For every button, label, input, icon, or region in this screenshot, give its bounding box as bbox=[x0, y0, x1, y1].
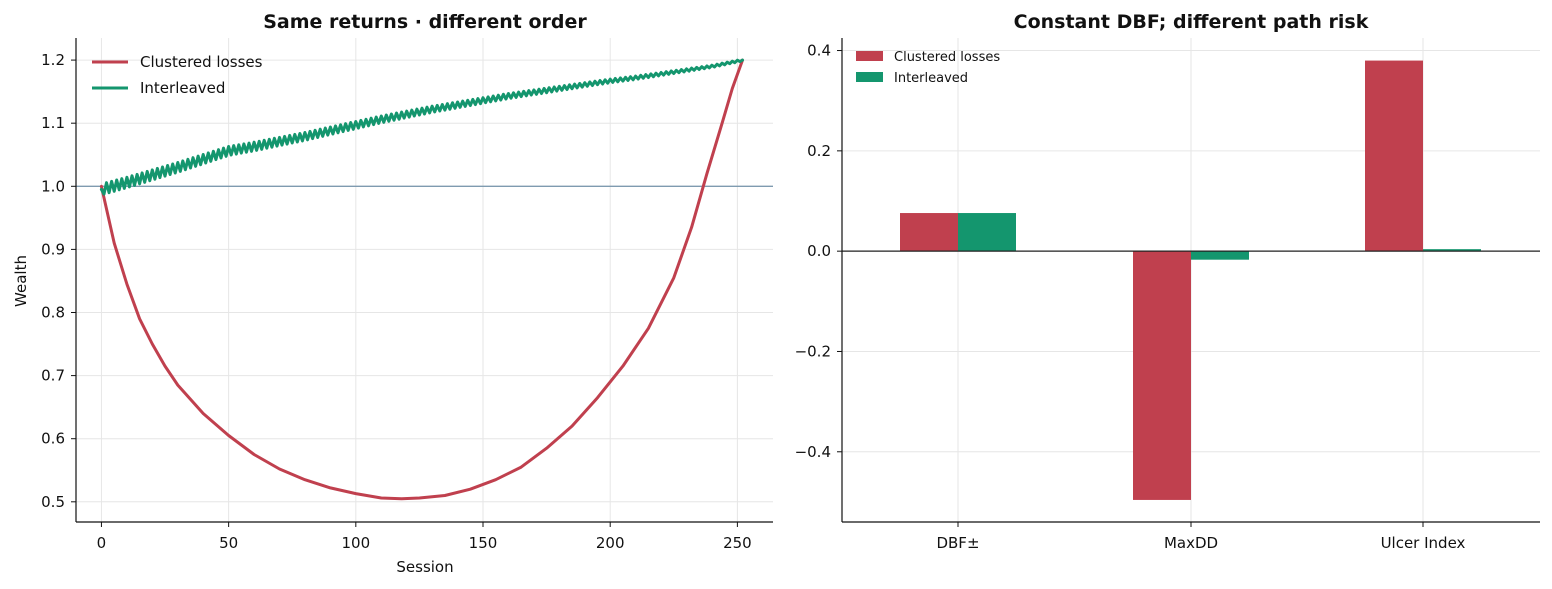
tick-labels: 0 50 100 150 200 250 0.5 0.6 0.7 0.8 0.9 1.0 1.1 1.2 bbox=[41, 51, 752, 552]
bar-interleaved bbox=[1191, 251, 1249, 260]
legend-label: Clustered losses bbox=[140, 53, 263, 71]
y-tick-label: 1.2 bbox=[41, 51, 65, 69]
y-tick-label: 0.0 bbox=[807, 242, 831, 260]
bars bbox=[900, 60, 1481, 500]
chart-title: Constant DBF; different path risk bbox=[1014, 11, 1369, 33]
y-tick-label: 1.1 bbox=[41, 114, 65, 132]
y-tick-label: 0.6 bbox=[41, 430, 65, 448]
line-chart-wealth: 0 50 100 150 200 2500.50.60.70.80.91.01.11.2 … bbox=[12, 11, 773, 576]
bar-clustered bbox=[900, 213, 958, 252]
x-tick-label: 150 bbox=[469, 534, 498, 552]
x-tick-label: 200 bbox=[596, 534, 625, 552]
x-tick-label: 250 bbox=[723, 534, 752, 552]
bar-clustered bbox=[1133, 251, 1191, 500]
y-tick-label: 1.0 bbox=[41, 177, 65, 195]
y-tick-label: 0.9 bbox=[41, 240, 65, 258]
category-label: Ulcer Index bbox=[1381, 534, 1466, 552]
category-label: DBF± bbox=[936, 534, 979, 552]
chart-title: Same returns · different order bbox=[263, 11, 587, 33]
legend-label: Interleaved bbox=[140, 79, 225, 97]
x-axis-label: Session bbox=[396, 558, 453, 576]
bar-interleaved bbox=[1423, 249, 1481, 252]
bar-interleaved bbox=[958, 213, 1016, 252]
y-tick-label: −0.2 bbox=[795, 342, 831, 360]
y-tick-label: −0.4 bbox=[795, 443, 831, 461]
legend-swatch bbox=[856, 72, 883, 82]
legend-label: Interleaved bbox=[894, 71, 968, 86]
x-tick-label: 0 bbox=[97, 534, 107, 552]
legend-swatch bbox=[856, 51, 883, 61]
y-tick-label: 0.7 bbox=[41, 367, 65, 385]
category-label: MaxDD bbox=[1164, 534, 1218, 552]
y-tick-label: 0.8 bbox=[41, 303, 65, 321]
legend-label: Clustered losses bbox=[894, 50, 1000, 65]
y-tick-label: 0.2 bbox=[807, 142, 831, 160]
legend: Clustered losses Interleaved bbox=[92, 53, 263, 97]
y-tick-label: 0.4 bbox=[807, 42, 831, 60]
tick-labels: −0.4 −0.2 0.0 0.2 0.4 DBF± MaxDD Ulcer Index bbox=[795, 42, 1466, 552]
legend: Clustered losses Interleaved bbox=[856, 50, 1000, 86]
axes bbox=[837, 38, 1540, 527]
y-tick-label: 0.5 bbox=[41, 493, 65, 511]
axes bbox=[71, 38, 773, 527]
series-line-interleaved bbox=[99, 58, 744, 196]
y-axis-label: Wealth bbox=[12, 255, 30, 307]
x-tick-label: 100 bbox=[341, 534, 370, 552]
series-lines bbox=[99, 58, 744, 501]
series-line-clustered-losses bbox=[99, 58, 744, 501]
bar-chart-path-risk: −0.4 −0.2 0.0 0.2 0.4 DBF± MaxDD Ulcer Index Co… bbox=[795, 11, 1540, 552]
x-tick-label: 50 bbox=[219, 534, 238, 552]
bar-clustered bbox=[1365, 60, 1423, 252]
